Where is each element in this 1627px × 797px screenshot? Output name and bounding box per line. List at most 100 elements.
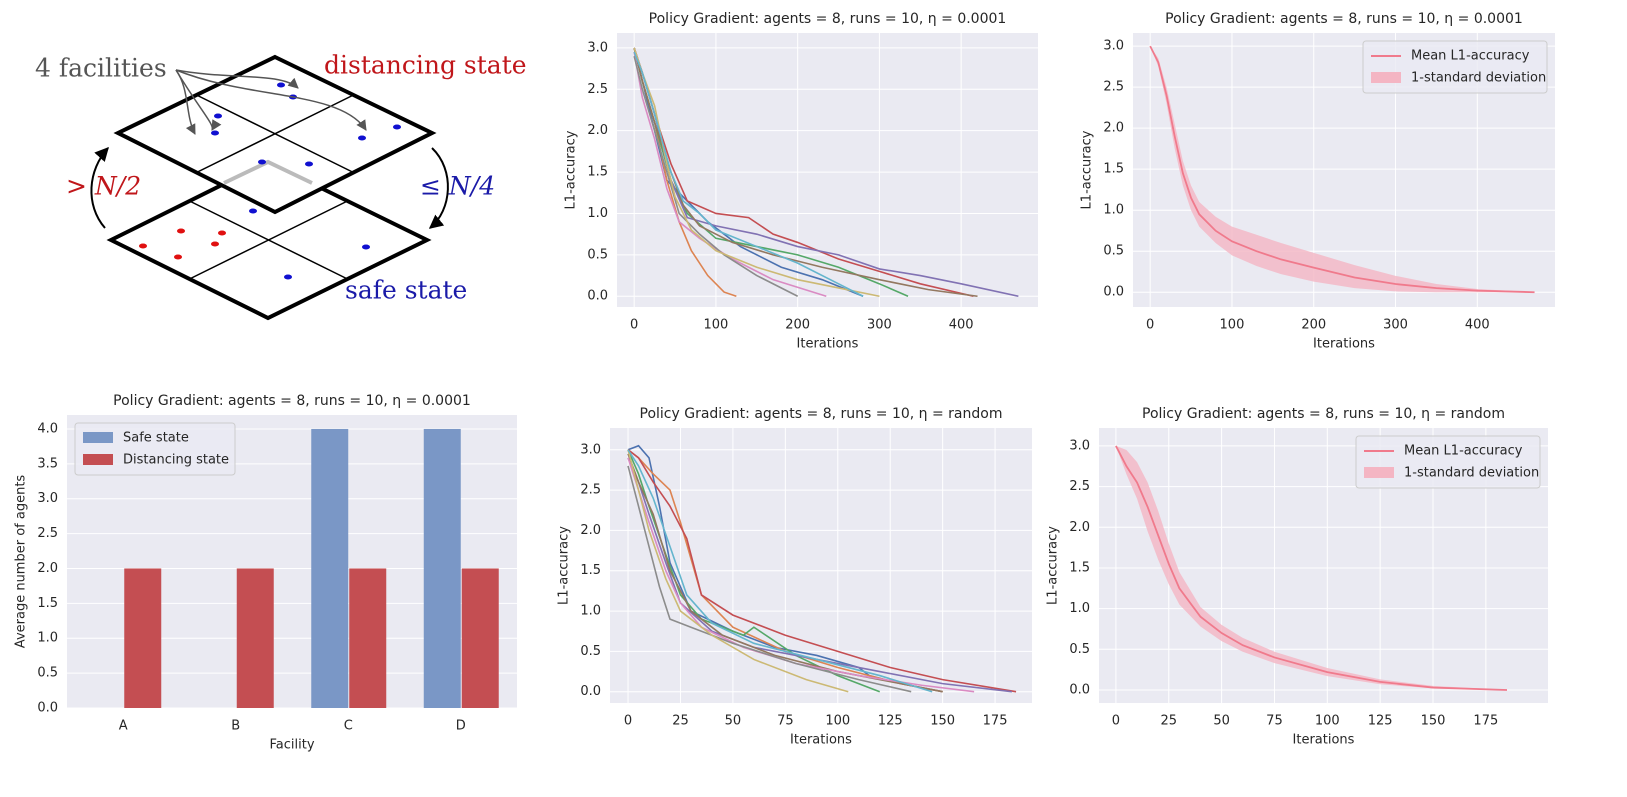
line [627,449,933,693]
x-tick-label: 0 [1146,318,1154,333]
agent [277,82,285,88]
y-tick-label: 0.0 [580,684,601,699]
line [633,47,978,298]
y-tick-label: 2.5 [37,526,58,541]
x-axis-label: Facility [269,738,314,753]
mean-line [1149,45,1535,294]
line [627,449,849,693]
x-tick-label: 50 [725,714,742,729]
down-condition: ≤ N/4 [420,172,495,201]
x-tick-label: 125 [1368,714,1393,729]
x-tick-label: 0 [630,318,638,333]
agent [211,130,219,136]
y-tick-label: 0.5 [580,644,601,659]
bar [461,568,499,708]
y-tick-label: 3.5 [37,456,58,471]
y-tick-label: 2.5 [580,483,601,498]
safe-label: safe state [345,276,467,305]
y-tick-label: 0.0 [1103,285,1124,300]
x-tick-label: 300 [867,318,892,333]
y-tick-label: 2.0 [1103,121,1124,136]
y-tick-label: 1.5 [37,596,58,611]
legend-label: 1-standard deviation [1411,71,1546,86]
line [633,51,827,298]
y-tick-label: 2.5 [1069,479,1090,494]
chart-title: Policy Gradient: agents = 8, runs = 10, … [649,11,1007,27]
agent [174,254,182,260]
x-tick-label: 400 [1465,318,1490,333]
y-tick-label: 3.0 [580,442,601,457]
y-tick-label: 0.0 [1069,682,1090,697]
x-tick-label: 25 [672,714,689,729]
chart-title: Policy Gradient: agents = 8, runs = 10, … [1165,11,1523,27]
diagram: 4 facilities distancing state > N/2 ≤ N/… [35,51,527,321]
distancing-label: distancing state [324,51,527,80]
y-tick-label: 0.5 [1103,244,1124,259]
x-tick-label: 150 [930,714,955,729]
y-tick-label: 0.5 [1069,642,1090,657]
agent [258,159,266,165]
x-tick-label: 125 [878,714,903,729]
y-tick-label: 0.0 [37,701,58,716]
y-tick-label: 2.0 [580,523,601,538]
x-axis-label: Iterations [1313,337,1375,352]
agent [177,228,185,234]
y-axis-label: L1-accuracy [1080,130,1095,209]
agent [139,243,147,249]
line [633,51,864,297]
y-tick-label: 1.0 [1103,203,1124,218]
y-tick-label: 1.5 [1069,560,1090,575]
agent [358,135,366,141]
blue-agents [211,82,401,280]
line [633,47,880,298]
x-axis-label: Iterations [797,337,859,352]
legend-label: Safe state [123,431,189,446]
facility-arrows [175,69,367,131]
y-tick-label: 2.0 [37,561,58,576]
x-tick-label: 175 [983,714,1008,729]
hidden-edge [223,159,313,185]
legend-label: Mean L1-accuracy [1411,49,1530,64]
lower-grid [189,200,348,280]
upper-grid [196,94,354,174]
legend-box [1355,435,1541,489]
y-tick-label: 3.0 [37,491,58,506]
legend-box [74,422,236,476]
x-tick-label: 200 [785,318,810,333]
legend-swatch [83,454,113,465]
x-tick-label: 0 [1112,714,1120,729]
bar [124,568,162,708]
x-tick-label: 200 [1301,318,1326,333]
y-tick-label: 0.5 [587,247,608,262]
y-tick-label: 3.0 [587,40,608,55]
up-condition: > N/2 [66,172,141,201]
x-tick-label: 100 [825,714,850,729]
bar [349,568,387,708]
y-tick-label: 2.5 [587,82,608,97]
x-tick-label: 300 [1383,318,1408,333]
bar [311,428,349,708]
line [627,465,912,693]
x-tick-label: 0 [624,714,632,729]
legend-swatch [1371,72,1401,83]
x-axis-label: Iterations [1293,733,1355,748]
agent [305,161,313,167]
x-tick-label: D [456,719,466,734]
y-axis-label: L1-accuracy [564,130,579,209]
transition-arrow [90,146,109,229]
line [627,457,1012,693]
plot-background [617,33,1038,307]
chart-title: Policy Gradient: agents = 8, runs = 10, … [1142,406,1505,422]
legend-label: Mean L1-accuracy [1404,444,1523,459]
legend-label: Distancing state [123,453,229,468]
x-tick-label: 50 [1213,714,1230,729]
legend-swatch [83,432,113,443]
facilities-label: 4 facilities [35,54,167,83]
y-tick-label: 1.5 [1103,162,1124,177]
agent [218,230,226,236]
x-tick-label: 100 [1220,318,1245,333]
bar [423,428,461,708]
y-tick-label: 3.0 [1103,39,1124,54]
legend-swatch [1364,467,1394,478]
